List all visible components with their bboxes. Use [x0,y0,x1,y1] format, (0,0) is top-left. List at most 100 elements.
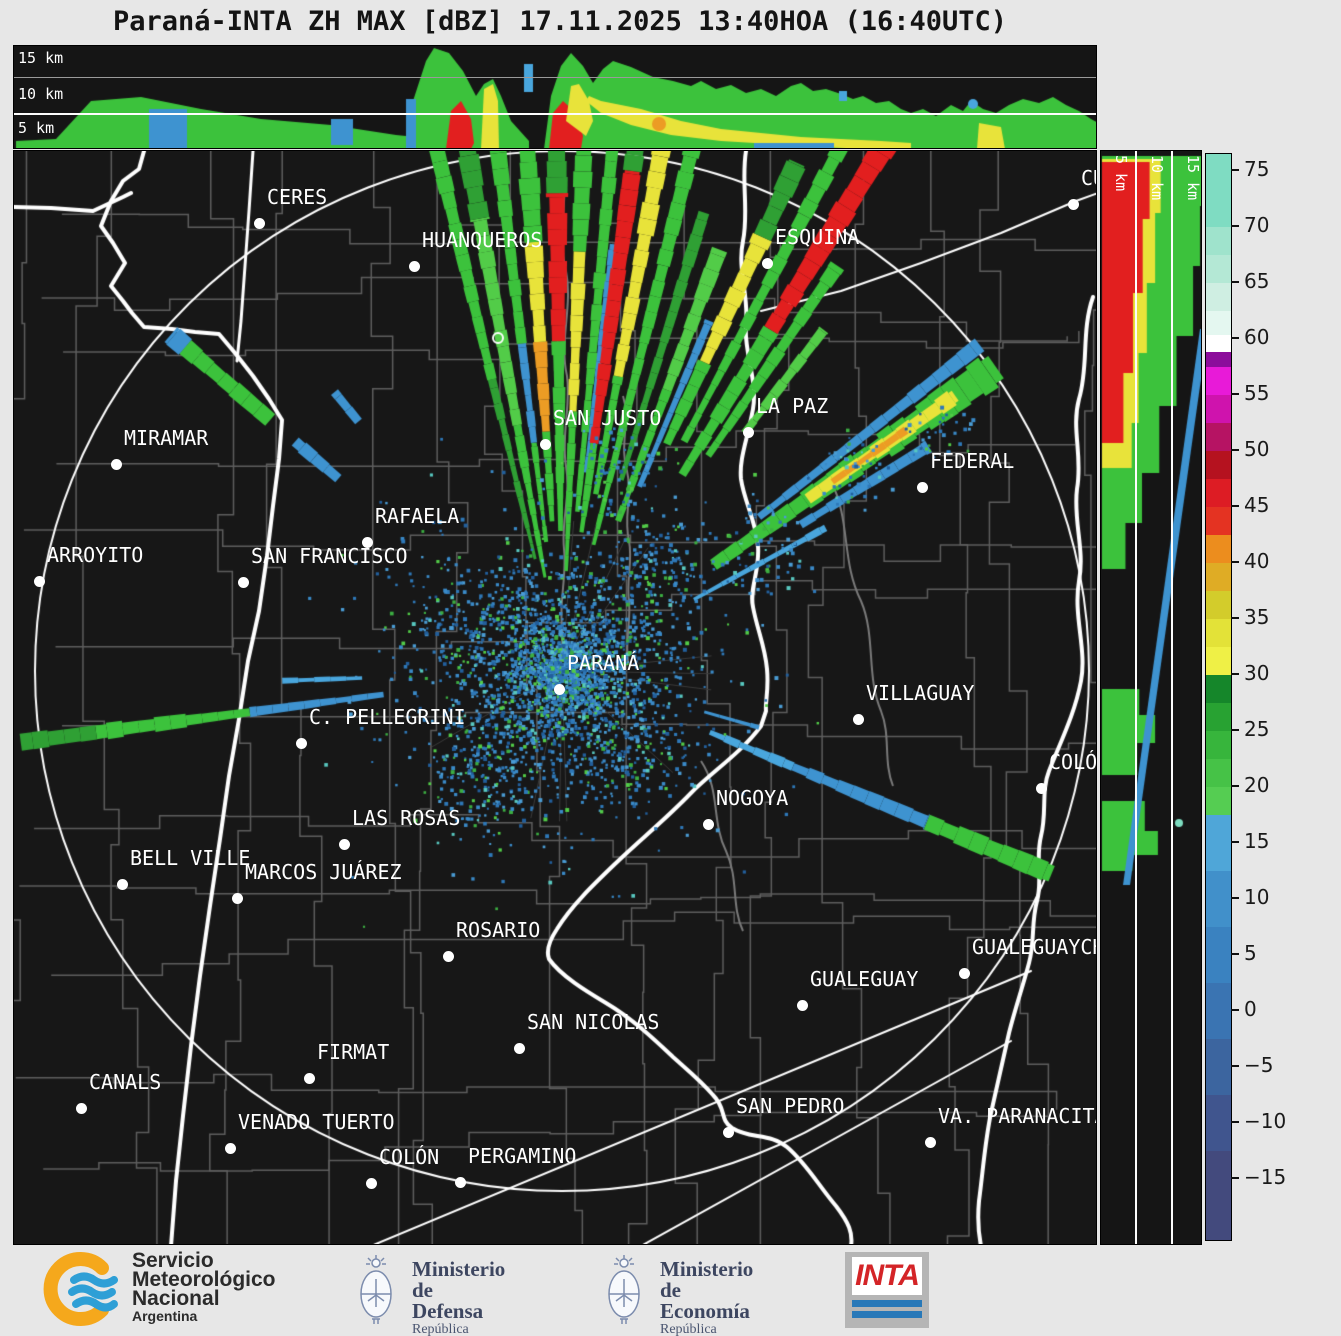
city-dot [237,576,249,588]
city-dot [110,458,122,470]
right-cross-section-panel: 5 km 10 km 15 km [1100,150,1202,1245]
colorbar-band [1206,282,1231,311]
inta-bar-2 [852,1311,922,1318]
colorbar-band [1206,1094,1231,1151]
colorbar-tick-label: 35 [1244,604,1270,629]
coat-of-arms-icon [360,1255,392,1324]
city-label: RAFAELA [375,504,460,528]
colorbar-tick [1231,280,1239,283]
city-dot [303,1072,315,1084]
inta-bar-1 [852,1300,922,1307]
colorbar-band [1206,450,1231,479]
city-dot [75,1102,87,1114]
top-panel-label-15km: 15 km [18,49,64,67]
top-cross-section-canvas [14,46,1096,148]
city-label: CANALS [89,1070,162,1094]
city-label: C. PELLEGRINI [309,705,466,729]
city-label: MIRAMAR [124,426,209,450]
smn-line3: Nacional [132,1287,220,1310]
colorbar-tick-label: 5 [1244,940,1257,965]
colorbar-tick [1231,1064,1239,1067]
colorbar-tick-label: 65 [1244,268,1270,293]
colorbar-band [1206,506,1231,535]
colorbar-band [1206,982,1231,1039]
colorbar-band [1206,674,1231,703]
colorbar-band [1206,730,1231,759]
colorbar-tick-label: 25 [1244,716,1270,741]
colorbar-tick-label: −15 [1244,1164,1287,1189]
right-panel-label-15km: 15 km [1184,155,1202,201]
colorbar-tick [1231,224,1239,227]
colorbar-tick [1231,672,1239,675]
colorbar-tick-label: 75 [1244,156,1270,181]
colorbar-band [1206,758,1231,787]
city-dot [702,818,714,830]
colorbar-band [1206,590,1231,619]
top-panel-5km-line [14,113,1096,115]
colorbar-tick [1231,560,1239,563]
colorbar-band [1206,394,1231,423]
colorbar-tick-label: 0 [1244,996,1257,1021]
defensa-sub: República Argentina [412,1322,469,1336]
city-label: SAN NICOLAS [527,1010,660,1034]
inta-logo-box: INTA [845,1252,929,1328]
city-label: GUALEGUAYCHÚ [972,935,1096,959]
city-dot [539,438,551,450]
economia-line2: de Economía [660,1278,750,1323]
colorbar-tick-label: 30 [1244,660,1270,685]
city-label: SAN JUSTO [553,406,662,430]
colorbar-tick [1231,336,1239,339]
city-dot [916,481,928,493]
city-dot [116,878,128,890]
city-label: NOGOYA [716,786,789,810]
right-panel-5km-line [1135,151,1137,1244]
inta-logo-inner: INTA [852,1257,922,1295]
right-panel-10km-line [1171,151,1173,1244]
colorbar-band [1206,1150,1231,1241]
colorbar-tick-label: 15 [1244,828,1270,853]
colorbar-band [1206,254,1231,283]
colorbar-tick [1231,1120,1239,1123]
city-label: PARANÁ [567,651,640,675]
city-dot [553,683,565,695]
city-label: HUANQUEROS [422,228,543,252]
colorbar-band [1206,310,1231,336]
city-label: CU [1081,166,1096,190]
colorbar-tick [1231,728,1239,731]
city-dot [1067,198,1079,210]
top-cross-section-panel: 15 km 10 km 5 km [13,45,1097,149]
radar-map-canvas [14,151,1096,1244]
city-label: CERES [267,185,328,209]
city-label: VENADO TUERTO [238,1110,395,1134]
city-dot [365,1177,377,1189]
smn-sub: Argentina [132,1308,198,1324]
colorbar-band [1206,926,1231,983]
defensa-line1: Ministerio [412,1257,506,1281]
colorbar-band [1206,786,1231,815]
colorbar-band [1206,154,1231,227]
colorbar-band [1206,618,1231,647]
colorbar-band [1206,422,1231,451]
colorbar-tick-label: 20 [1244,772,1270,797]
city-label: COLÓN [379,1145,440,1169]
top-panel-label-10km: 10 km [18,85,64,103]
city-dot [742,426,754,438]
city-dot [442,950,454,962]
colorbar-tick [1231,392,1239,395]
city-dot [231,892,243,904]
city-dot [761,257,773,269]
city-dot [408,260,420,272]
top-panel-label-5km: 5 km [18,119,55,137]
city-label: SAN PEDRO [736,1094,845,1118]
city-label: FEDERAL [930,449,1015,473]
city-label: ARROYITO [47,543,144,567]
city-dot [1035,782,1047,794]
colorbar-band [1206,534,1231,563]
colorbar-tick [1231,1176,1239,1179]
colorbar-tick [1231,168,1239,171]
footer-logo-bar: Servicio Meteorológico Nacional Argentin… [0,1245,1341,1336]
colorbar-tick [1231,616,1239,619]
city-label: SAN FRANCISCO [251,544,408,568]
colorbar-band [1206,814,1231,871]
